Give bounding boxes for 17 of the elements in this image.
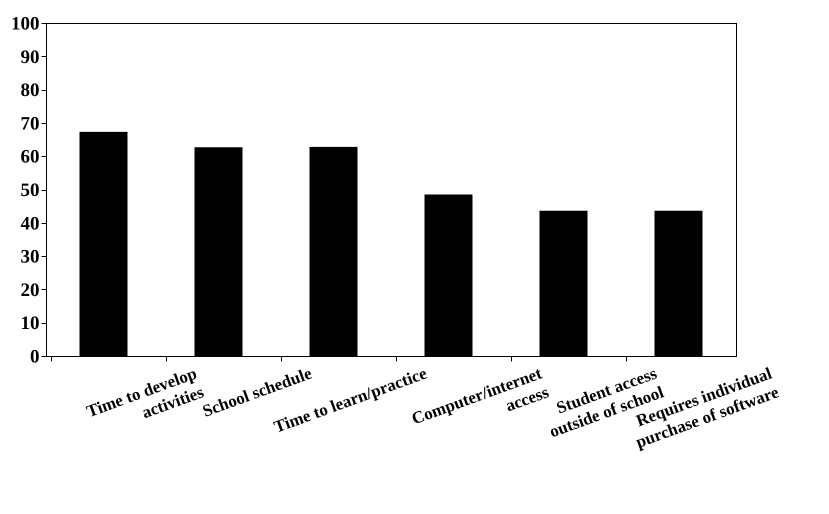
y-tick-label: 50 <box>20 180 40 201</box>
y-tick-label: 30 <box>20 246 40 268</box>
y-tick-label: 20 <box>20 280 40 301</box>
bar <box>80 132 128 356</box>
y-tick-label: 90 <box>20 46 40 68</box>
y-tick-label: 100 <box>11 14 40 34</box>
y-tick-label: 80 <box>20 80 40 102</box>
y-tick-label: 10 <box>20 313 40 334</box>
y-tick-label: 60 <box>20 146 40 168</box>
bar <box>310 146 358 356</box>
bar <box>194 147 242 356</box>
bar <box>654 210 702 356</box>
y-tick-label: 0 <box>30 346 40 368</box>
y-tick-label: 40 <box>20 213 40 234</box>
bar <box>424 194 472 356</box>
y-tick-label: 70 <box>20 113 40 134</box>
bar <box>540 210 588 356</box>
